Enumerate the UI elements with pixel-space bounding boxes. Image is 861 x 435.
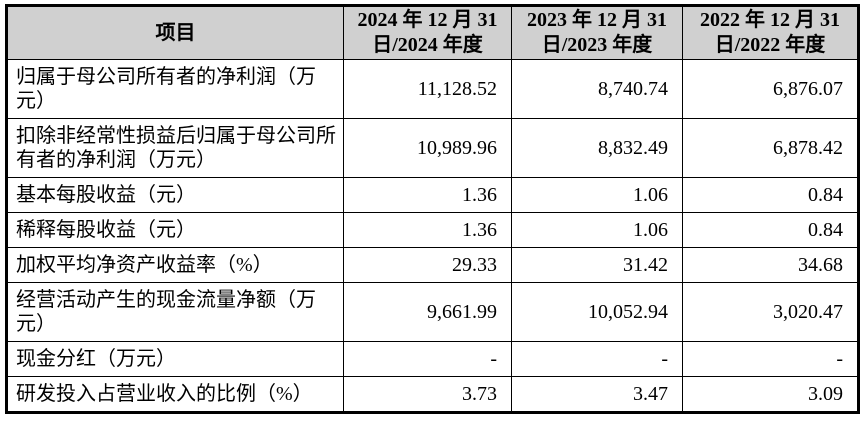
row-label: 稀释每股收益（元） bbox=[6, 212, 344, 248]
financial-summary-table: 项目 2024 年 12 月 31 日/2024 年度 2023 年 12 月 … bbox=[5, 4, 860, 414]
cell-value-2024: 29.33 bbox=[343, 247, 512, 283]
cell-value-2022: 3,020.47 bbox=[682, 282, 859, 342]
table-row: 稀释每股收益（元） 1.36 1.06 0.84 bbox=[6, 212, 859, 248]
header-item-label: 项目 bbox=[6, 5, 344, 60]
table-row: 加权平均净资产收益率（%） 29.33 31.42 34.68 bbox=[6, 247, 859, 283]
header-row: 项目 2024 年 12 月 31 日/2024 年度 2023 年 12 月 … bbox=[6, 5, 859, 60]
cell-value-2023: 31.42 bbox=[511, 247, 683, 283]
row-label: 经营活动产生的现金流量净额（万元） bbox=[6, 282, 344, 342]
cell-value-2022: 6,876.07 bbox=[682, 59, 859, 119]
cell-value-2022: 3.09 bbox=[682, 376, 859, 413]
header-col-2023: 2023 年 12 月 31 日/2023 年度 bbox=[511, 5, 683, 60]
financial-summary-table-wrapper: 项目 2024 年 12 月 31 日/2024 年度 2023 年 12 月 … bbox=[5, 4, 860, 414]
cell-value-2023: - bbox=[511, 341, 683, 377]
table-row: 研发投入占营业收入的比例（%） 3.73 3.47 3.09 bbox=[6, 376, 859, 413]
table-row: 基本每股收益（元） 1.36 1.06 0.84 bbox=[6, 177, 859, 213]
cell-value-2024: - bbox=[343, 341, 512, 377]
row-label: 归属于母公司所有者的净利润（万元） bbox=[6, 59, 344, 119]
cell-value-2023: 10,052.94 bbox=[511, 282, 683, 342]
cell-value-2024: 11,128.52 bbox=[343, 59, 512, 119]
cell-value-2022: - bbox=[682, 341, 859, 377]
cell-value-2023: 8,832.49 bbox=[511, 118, 683, 178]
cell-value-2022: 0.84 bbox=[682, 177, 859, 213]
table-row: 经营活动产生的现金流量净额（万元） 9,661.99 10,052.94 3,0… bbox=[6, 282, 859, 342]
table-row: 现金分红（万元） - - - bbox=[6, 341, 859, 377]
header-col-2022: 2022 年 12 月 31 日/2022 年度 bbox=[682, 5, 859, 60]
cell-value-2022: 6,878.42 bbox=[682, 118, 859, 178]
row-label: 基本每股收益（元） bbox=[6, 177, 344, 213]
cell-value-2023: 1.06 bbox=[511, 212, 683, 248]
row-label: 研发投入占营业收入的比例（%） bbox=[6, 376, 344, 413]
cell-value-2022: 0.84 bbox=[682, 212, 859, 248]
cell-value-2023: 1.06 bbox=[511, 177, 683, 213]
row-label: 扣除非经常性损益后归属于母公司所有者的净利润（万元） bbox=[6, 118, 344, 178]
cell-value-2024: 1.36 bbox=[343, 212, 512, 248]
table-row: 扣除非经常性损益后归属于母公司所有者的净利润（万元） 10,989.96 8,8… bbox=[6, 118, 859, 178]
cell-value-2023: 3.47 bbox=[511, 376, 683, 413]
row-label: 加权平均净资产收益率（%） bbox=[6, 247, 344, 283]
cell-value-2023: 8,740.74 bbox=[511, 59, 683, 119]
cell-value-2024: 3.73 bbox=[343, 376, 512, 413]
cell-value-2022: 34.68 bbox=[682, 247, 859, 283]
row-label: 现金分红（万元） bbox=[6, 341, 344, 377]
table-row: 归属于母公司所有者的净利润（万元） 11,128.52 8,740.74 6,8… bbox=[6, 59, 859, 119]
cell-value-2024: 9,661.99 bbox=[343, 282, 512, 342]
cell-value-2024: 10,989.96 bbox=[343, 118, 512, 178]
cell-value-2024: 1.36 bbox=[343, 177, 512, 213]
header-col-2024: 2024 年 12 月 31 日/2024 年度 bbox=[343, 5, 512, 60]
